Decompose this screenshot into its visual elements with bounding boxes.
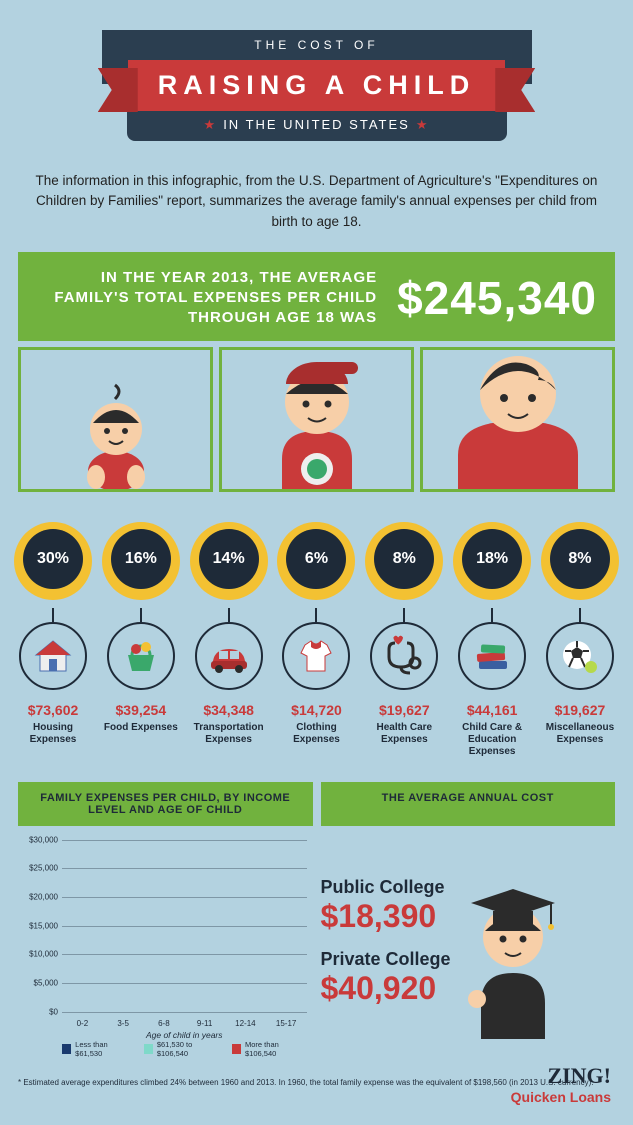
cat-amount: $73,602 <box>12 702 94 718</box>
college-costs: Public College $18,390 Private College $… <box>321 877 451 1021</box>
head-left: FAMILY EXPENSES PER CHILD, BY INCOME LEV… <box>18 782 313 826</box>
head-right: THE AVERAGE ANNUAL COST <box>321 782 616 826</box>
header-sub-bar: ★ IN THE UNITED STATES ★ <box>127 109 507 141</box>
pct-badge: 14% <box>190 522 268 600</box>
stage-teen <box>420 347 615 492</box>
total-box: IN THE YEAR 2013, THE AVERAGE FAMILY'S T… <box>18 252 615 341</box>
pct-badge: 30% <box>14 522 92 600</box>
header-banner: THE COST OF RAISING A CHILD ★ IN THE UNIT… <box>0 0 633 161</box>
house-icon <box>19 622 87 690</box>
shirt-icon <box>282 622 350 690</box>
total-label: IN THE YEAR 2013, THE AVERAGE FAMILY'S T… <box>36 268 377 329</box>
pct-value: 30% <box>23 529 83 589</box>
pct-value: 18% <box>462 529 522 589</box>
car-icon <box>195 622 263 690</box>
pct-badge: 16% <box>102 522 180 600</box>
category-item: 8% $19,627 Health Care Expenses <box>363 522 445 758</box>
category-item: 30% $73,602 Housing Expenses <box>12 522 94 758</box>
pct-badge: 8% <box>541 522 619 600</box>
pct-value: 14% <box>199 529 259 589</box>
star-icon: ★ <box>416 117 430 132</box>
teen-icon <box>438 347 598 489</box>
health-icon <box>370 622 438 690</box>
infographic-page: THE COST OF RAISING A CHILD ★ IN THE UNIT… <box>0 0 633 1125</box>
chart-column: $0$5,000$10,000$15,000$20,000$25,000$30,… <box>18 834 313 1054</box>
intro-text: The information in this infographic, fro… <box>0 161 633 252</box>
pct-value: 6% <box>286 529 346 589</box>
private-amount: $40,920 <box>321 970 451 1007</box>
private-label: Private College <box>321 949 451 970</box>
category-item: 14% $34,348 Transportation Expenses <box>188 522 270 758</box>
baby-icon <box>71 379 161 489</box>
category-item: 18% $44,161 Child Care & Education Expen… <box>451 522 533 758</box>
cat-label: Health Care Expenses <box>363 722 445 746</box>
category-item: 6% $14,720 Clothing Expenses <box>275 522 357 758</box>
section-heads: FAMILY EXPENSES PER CHILD, BY INCOME LEV… <box>18 782 615 826</box>
cat-label: Food Expenses <box>100 722 182 734</box>
pct-badge: 8% <box>365 522 443 600</box>
cat-amount: $19,627 <box>363 702 445 718</box>
pct-value: 8% <box>550 529 610 589</box>
cat-amount: $39,254 <box>100 702 182 718</box>
pct-value: 8% <box>374 529 434 589</box>
category-item: 16% $39,254 Food Expenses <box>100 522 182 758</box>
expenses-chart: $0$5,000$10,000$15,000$20,000$25,000$30,… <box>18 834 313 1054</box>
cat-amount: $34,348 <box>188 702 270 718</box>
cat-amount: $19,627 <box>539 702 621 718</box>
graduate-icon <box>463 859 563 1039</box>
stage-boy <box>219 347 414 492</box>
public-amount: $18,390 <box>321 898 451 935</box>
public-label: Public College <box>321 877 451 898</box>
header-main-title: RAISING A CHILD <box>128 60 506 111</box>
header-ribbon: RAISING A CHILD <box>20 60 613 111</box>
category-item: 8% $19,627 Miscellaneous Expenses <box>539 522 621 758</box>
basket-icon <box>107 622 175 690</box>
bottom-row: $0$5,000$10,000$15,000$20,000$25,000$30,… <box>18 834 615 1054</box>
cat-label: Transportation Expenses <box>188 722 270 746</box>
cat-label: Clothing Expenses <box>275 722 357 746</box>
pct-badge: 18% <box>453 522 531 600</box>
boy-icon <box>252 347 382 489</box>
college-cost-column: Public College $18,390 Private College $… <box>321 834 616 1054</box>
stage-baby <box>18 347 213 492</box>
pct-value: 16% <box>111 529 171 589</box>
total-amount: $245,340 <box>397 271 597 325</box>
quicken-text: Quicken Loans <box>22 1089 611 1105</box>
books-icon <box>458 622 526 690</box>
cat-label: Child Care & Education Expenses <box>451 722 533 758</box>
cat-label: Miscellaneous Expenses <box>539 722 621 746</box>
header-top-line: THE COST OF <box>142 38 492 52</box>
pct-badge: 6% <box>277 522 355 600</box>
growth-stages <box>18 347 615 492</box>
category-row: 30% $73,602 Housing Expenses 16% $39,254… <box>12 522 621 758</box>
footnote: * Estimated average expenditures climbed… <box>18 1078 615 1087</box>
cat-label: Housing Expenses <box>12 722 94 746</box>
ball-icon <box>546 622 614 690</box>
star-icon: ★ <box>204 117 218 132</box>
cat-amount: $14,720 <box>275 702 357 718</box>
cat-amount: $44,161 <box>451 702 533 718</box>
header-sub-text: IN THE UNITED STATES <box>223 117 410 132</box>
